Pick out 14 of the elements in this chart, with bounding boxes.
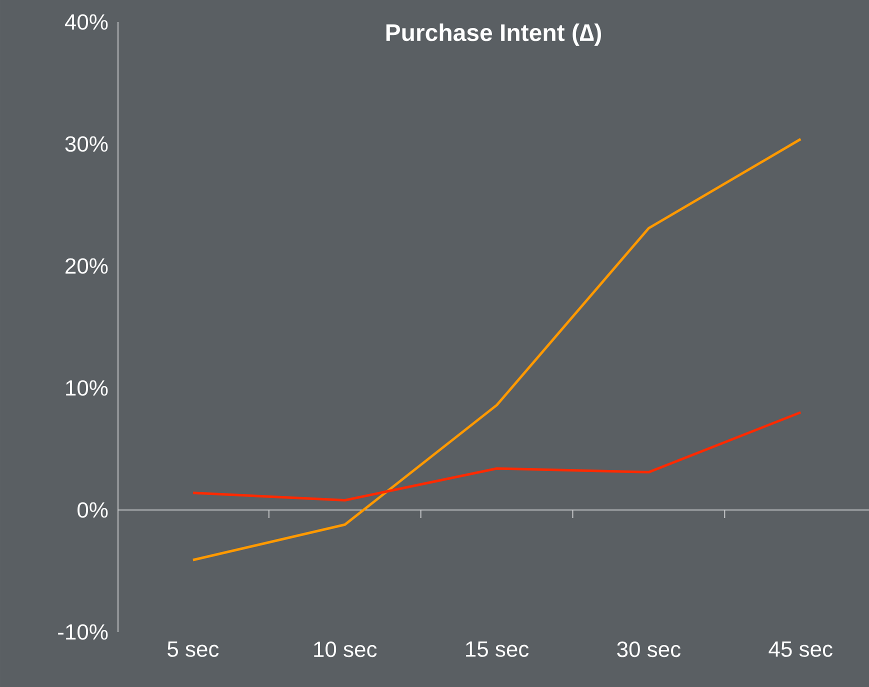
line-series [192, 411, 802, 502]
x-tick-label: 30 sec [617, 642, 681, 658]
x-tick-label: 45 sec [768, 642, 832, 657]
y-tick-label: 20% [66, 258, 108, 274]
y-tick-label: 30% [65, 136, 108, 152]
x-tick-label: 5 sec [168, 642, 219, 657]
y-tick-label: 0% [78, 502, 108, 518]
y-tick-label: 40% [64, 14, 108, 30]
x-tick-label: 15 sec [466, 642, 529, 657]
chart-title: Purchase Intent (∆) [386, 24, 601, 46]
x-tick-label: 10 sec [314, 642, 377, 658]
y-tick-label: 10% [66, 380, 108, 396]
line-series [192, 138, 802, 562]
y-tick-label: -10% [58, 624, 108, 640]
